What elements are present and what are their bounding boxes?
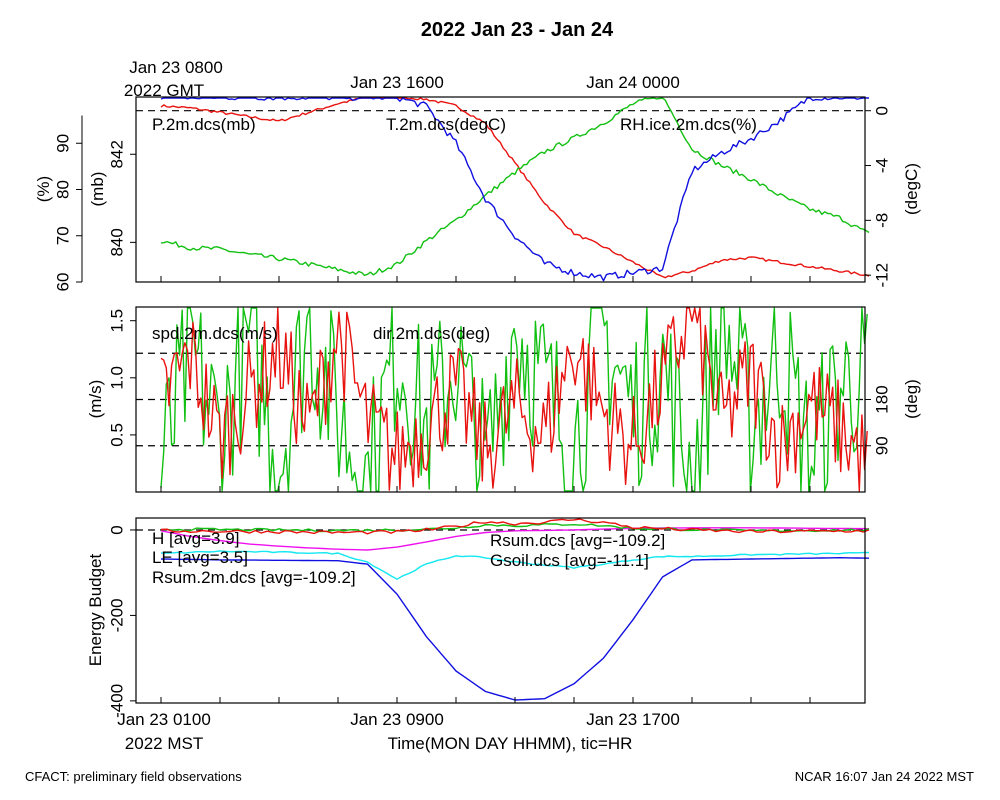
bottom-axis-first-label: Jan 23 0100	[117, 710, 211, 729]
footer-left: CFACT: preliminary field observations	[25, 769, 242, 784]
legend-rsum: Rsum.dcs [avg=-109.2]	[490, 531, 665, 550]
panel3-frame	[135, 517, 866, 704]
panel2-speed-label: 1.5	[107, 309, 126, 333]
legend-humidity: RH.ice.2m.dcs(%)	[620, 115, 757, 134]
legend-temperature: T.2m.dcs(degC)	[386, 115, 506, 134]
top-axis-timezone: 2022 GMT	[124, 81, 204, 100]
series-rsum	[160, 550, 870, 580]
panel3-energy-label: -400	[107, 684, 126, 718]
series-temperature	[160, 97, 870, 277]
panel1-rh-label: 90	[53, 134, 72, 153]
series-pressure	[160, 97, 870, 279]
panel1-temperature-label: -8	[872, 213, 891, 228]
x-axis-title: Time(MON DAY HHMM), tic=HR	[388, 734, 633, 753]
panel2-speed-label: 1.0	[107, 366, 126, 390]
panel1-temperature-label: -4	[872, 158, 891, 173]
bottom-axis-label: Jan 23 1700	[586, 710, 680, 729]
panel1-ylabel-temperature: (degC)	[902, 163, 921, 215]
legend-rsum-2m: Rsum.2m.dcs [avg=-109.2]	[152, 568, 356, 587]
series-wind-speed	[160, 307, 868, 492]
panel1-temperature-label: -12	[872, 263, 891, 288]
panel2-ticks: 0.5 1.0 1.5 90 180	[107, 309, 891, 492]
top-axis-labels: Jan 23 1600 Jan 24 0000	[350, 73, 680, 92]
panel1-pressure-label: 842	[107, 140, 126, 168]
panel-energy-budget: 0 -200 -400 Energy Budget H [avg=3.9] LE […	[86, 517, 870, 718]
panel1-ylabel-pressure: (mb)	[88, 172, 107, 207]
legend-gsoil: Gsoil.dcs [avg=-11.1]	[490, 551, 649, 570]
panel1-frame	[135, 96, 866, 283]
panel3-energy-label: 0	[107, 525, 126, 534]
legend-pressure: P.2m.dcs(mb)	[152, 115, 256, 134]
chart-title: 2022 Jan 23 - Jan 24	[421, 19, 614, 41]
panel1-pressure-label: 840	[107, 228, 126, 256]
panel2-direction-label: 90	[872, 436, 891, 455]
legend-h: H [avg=3.9]	[152, 529, 239, 548]
top-axis-label: Jan 24 0000	[586, 73, 680, 92]
bottom-axis-timezone: 2022 MST	[125, 734, 203, 753]
bottom-axis-labels: Jan 23 0900 Jan 23 1700	[350, 710, 680, 729]
series-gsoil	[160, 527, 870, 551]
panel3-energy-label: -200	[107, 598, 126, 632]
bottom-axis-label: Jan 23 0900	[350, 710, 444, 729]
panel-pressure-temperature: 60 70 80 90 840 842 0 -4 -8 -12 (%) (mb) (degC) P…	[34, 96, 921, 291]
panel3-series	[160, 518, 870, 701]
panel3-ticks: 0 -200 -400	[107, 525, 811, 718]
panel3-ylabel: Energy Budget	[86, 553, 105, 666]
panel2-ylabel-speed: (m/s)	[86, 380, 105, 419]
panel2-speed-label: 0.5	[107, 423, 126, 447]
panel1-rh-label: 60	[53, 273, 72, 292]
legend-le: LE [avg=3.5]	[152, 548, 248, 567]
footer-right: NCAR 16:07 Jan 24 2022 MST	[795, 769, 974, 784]
panel1-rh-label: 80	[53, 180, 72, 199]
legend-direction: dir.2m.dcs(deg)	[373, 324, 490, 343]
series-humidity	[160, 97, 869, 282]
top-axis-label: Jan 23 1600	[350, 73, 444, 92]
top-axis-first-label: Jan 23 0800	[129, 58, 223, 77]
series-h	[160, 518, 870, 535]
panel1-series	[160, 97, 870, 282]
panel2-ylabel-direction: (deg)	[902, 379, 921, 419]
panel2-direction-label: 180	[872, 385, 891, 413]
panel1-rh-label: 70	[53, 226, 72, 245]
panel-wind: 0.5 1.0 1.5 90 180 (m/s) (deg) spd.2m.dcs(m/…	[86, 306, 921, 493]
legend-speed: spd.2m.dcs(m/s)	[152, 324, 278, 343]
panel1-ticks: 60 70 80 90 840 842 0 -4 -8 -12	[53, 106, 891, 291]
panel1-ylabel-rh: (%)	[34, 176, 53, 202]
panel1-temperature-label: 0	[872, 106, 891, 115]
